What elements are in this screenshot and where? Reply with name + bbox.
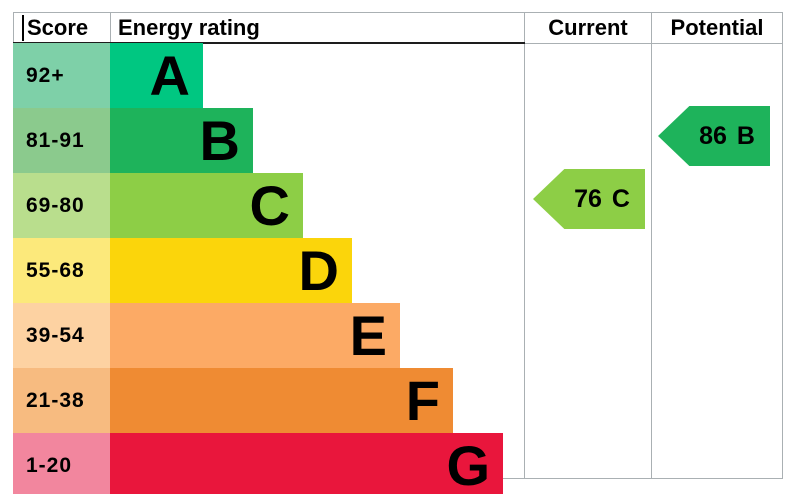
score-header-label: Score <box>27 15 89 40</box>
band-row-e: 39-54 E <box>13 303 525 368</box>
band-bar-b: B <box>110 108 253 173</box>
band-row-b: 81-91 B <box>13 108 525 173</box>
band-score-label-f: 21-38 <box>13 368 110 433</box>
table-top-border <box>13 12 783 13</box>
band-row-a: 92+ A <box>13 43 525 108</box>
band-bar-a: A <box>110 43 203 108</box>
table-left-border <box>13 12 14 43</box>
header-underline-dark <box>13 42 525 44</box>
current-rating-arrow: 76 C <box>533 169 645 229</box>
band-bar-f: F <box>110 368 453 433</box>
band-row-d: 55-68 D <box>13 238 525 303</box>
band-score-label-g: 1-20 <box>13 433 110 494</box>
band-score-label-e: 39-54 <box>13 303 110 368</box>
header-underline-light <box>525 43 783 44</box>
table-right-border <box>782 12 783 479</box>
band-score-label-a: 92+ <box>13 43 110 108</box>
band-row-g: 1-20 G <box>13 433 525 494</box>
band-rows: 92+ A 81-91 B 69-80 C 55-68 D 39-54 E 21… <box>13 43 525 494</box>
current-header-label: Current <box>548 15 628 40</box>
potential-score-value: 86 <box>699 121 727 150</box>
band-bar-d: D <box>110 238 352 303</box>
current-column-separator <box>524 12 525 479</box>
band-score-label-b: 81-91 <box>13 108 110 173</box>
band-row-f: 21-38 F <box>13 368 525 433</box>
potential-column-separator <box>651 12 652 479</box>
band-score-label-d: 55-68 <box>13 238 110 303</box>
potential-rating-letter: B <box>736 121 755 150</box>
band-score-label-c: 69-80 <box>13 173 110 238</box>
potential-rating-arrow: 86 B <box>658 106 770 166</box>
current-score-value: 76 <box>574 184 602 213</box>
band-row-c: 69-80 C <box>13 173 525 238</box>
current-rating-letter: C <box>611 184 630 213</box>
score-header-separator <box>110 12 111 43</box>
potential-header-label: Potential <box>670 15 764 40</box>
text-cursor <box>22 15 24 41</box>
energy-rating-header-label: Energy rating <box>118 15 260 40</box>
band-bar-c: C <box>110 173 303 238</box>
band-bar-e: E <box>110 303 400 368</box>
band-bar-g: G <box>110 433 503 494</box>
